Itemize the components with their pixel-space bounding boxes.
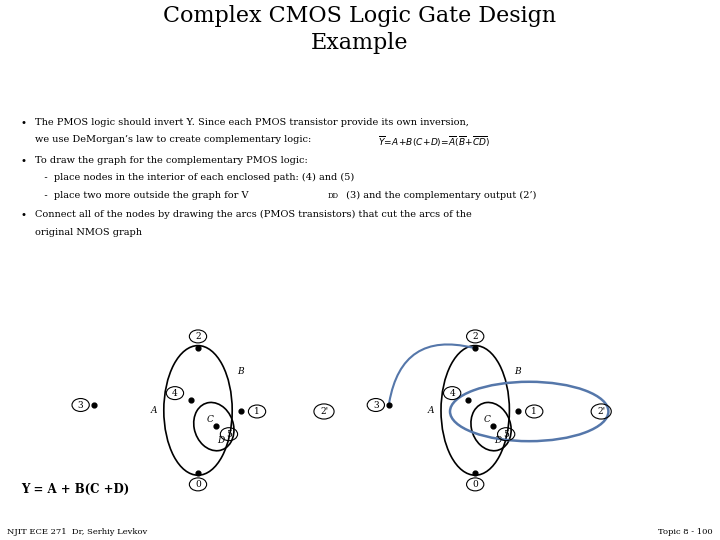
Text: 5: 5 [503, 430, 509, 438]
Point [469, 344, 481, 353]
Text: 1: 1 [531, 407, 537, 416]
Text: -  place nodes in the interior of each enclosed path: (4) and (5): - place nodes in the interior of each en… [35, 173, 354, 182]
Point [210, 421, 222, 430]
Text: NJIT ECE 271  Dr, Serhiy Levkov: NJIT ECE 271 Dr, Serhiy Levkov [7, 528, 148, 536]
Text: 1: 1 [254, 407, 260, 416]
Text: 2': 2' [597, 407, 606, 416]
Point [88, 401, 99, 409]
Text: Complex CMOS Logic Gate Design
Example: Complex CMOS Logic Gate Design Example [163, 5, 557, 55]
Text: DD: DD [328, 192, 338, 200]
Text: 2: 2 [195, 332, 201, 341]
Text: 4: 4 [449, 389, 455, 397]
Text: we use DeMorgan’s law to create complementary logic:: we use DeMorgan’s law to create compleme… [35, 135, 311, 144]
Text: Connect all of the nodes by drawing the arcs (PMOS transistors) that cut the arc: Connect all of the nodes by drawing the … [35, 210, 472, 219]
Point [513, 407, 524, 416]
Text: B: B [514, 367, 521, 376]
Text: B: B [237, 367, 243, 376]
Point [383, 401, 395, 409]
Text: C: C [484, 415, 491, 424]
Text: Topic 8 - 100: Topic 8 - 100 [658, 528, 713, 536]
Text: 3: 3 [373, 401, 379, 409]
Text: 2: 2 [472, 332, 478, 341]
Text: $\overline{Y}\!=\!A\!+\!B(C\!+\!D)\!=\!\overline{A}(\overline{B}\!+\!\overline{C: $\overline{Y}\!=\!A\!+\!B(C\!+\!D)\!=\!\… [378, 135, 490, 150]
Text: The PMOS logic should invert Y. Since each PMOS transistor provide its own inver: The PMOS logic should invert Y. Since ea… [35, 118, 469, 127]
Text: •: • [20, 210, 26, 220]
Point [235, 407, 247, 416]
Text: •: • [20, 156, 26, 166]
Point [469, 468, 481, 477]
Text: D: D [494, 436, 501, 446]
Text: 0: 0 [472, 480, 478, 489]
Text: original NMOS graph: original NMOS graph [35, 227, 142, 237]
Point [462, 395, 474, 404]
Text: 3: 3 [78, 401, 84, 409]
Point [192, 344, 204, 353]
Text: 4: 4 [172, 389, 178, 397]
Text: 2': 2' [320, 407, 328, 416]
Text: 5: 5 [226, 430, 232, 438]
Text: 0: 0 [195, 480, 201, 489]
Point [185, 395, 197, 404]
Text: -  place two more outside the graph for V: - place two more outside the graph for V [35, 191, 248, 200]
Text: A: A [150, 406, 157, 415]
Text: A: A [428, 406, 434, 415]
Text: (3) and the complementary output (2’): (3) and the complementary output (2’) [343, 191, 536, 200]
Text: Y = A + B(C +D): Y = A + B(C +D) [22, 483, 130, 496]
Point [192, 468, 204, 477]
Text: To draw the graph for the complementary PMOS logic:: To draw the graph for the complementary … [35, 156, 307, 165]
Text: •: • [20, 118, 26, 128]
Text: D: D [217, 436, 224, 446]
Point [487, 421, 499, 430]
Text: C: C [207, 415, 214, 424]
